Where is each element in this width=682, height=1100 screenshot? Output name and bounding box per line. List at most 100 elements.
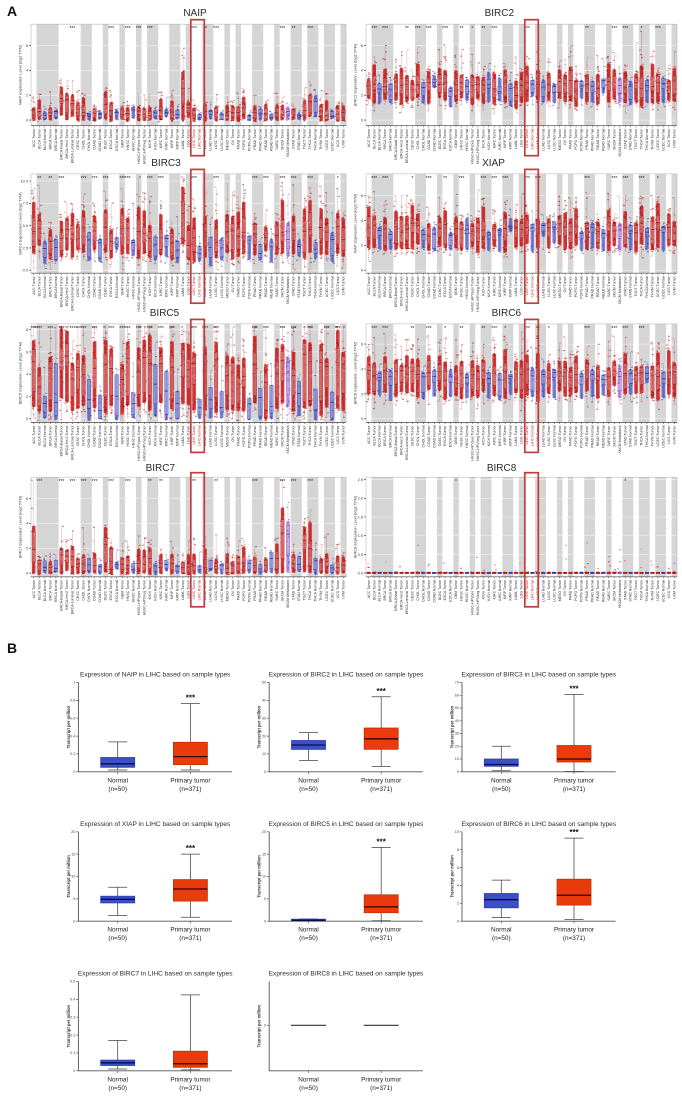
svg-text:PCPG Tumor: PCPG Tumor [574,579,578,601]
svg-text:LAML Tumor: LAML Tumor [181,425,185,446]
svg-text:0: 0 [457,919,459,923]
svg-text:PAAD Tumor: PAAD Tumor [569,579,573,600]
svg-text:PAAD Tumor: PAAD Tumor [569,275,573,296]
svg-text:KIRC Normal: KIRC Normal [498,128,502,149]
svg-text:UCS Tumor: UCS Tumor [336,579,340,598]
svg-text:THYM Tumor: THYM Tumor [651,128,655,150]
svg-text:CHOL Normal: CHOL Normal [421,276,425,298]
svg-text:LGG Tumor: LGG Tumor [520,275,524,294]
svg-text:BLCA Tumor: BLCA Tumor [372,275,376,296]
svg-text:BRCA Tumor: BRCA Tumor [48,275,52,297]
svg-text:***: *** [75,326,81,332]
svg-text:THCA Tumor: THCA Tumor [640,128,644,149]
svg-text:KIRP Normal: KIRP Normal [509,276,513,297]
svg-text:OV Tumor: OV Tumor [563,128,567,145]
svg-text:BLCA Tumor: BLCA Tumor [372,128,376,149]
svg-text:**: ** [48,176,52,182]
svg-text:LUSC Normal: LUSC Normal [552,276,556,298]
svg-text:CHOL Tumor: CHOL Tumor [82,579,86,601]
svg-text:Primary tumor: Primary tumor [361,927,402,934]
svg-text:PRAD Tumor: PRAD Tumor [585,425,589,447]
svg-text:PRAD Tumor: PRAD Tumor [253,128,257,150]
svg-text:PRAD Tumor: PRAD Tumor [253,425,257,447]
svg-text:READ Normal: READ Normal [270,128,274,150]
svg-text:(n=50): (n=50) [492,786,511,793]
svg-text:0: 0 [264,919,266,923]
svg-text:TGCT Tumor: TGCT Tumor [303,425,307,446]
svg-text:COAD Tumor: COAD Tumor [93,128,97,150]
svg-text:6: 6 [26,349,29,354]
svg-text:KICH Normal: KICH Normal [153,425,157,446]
svg-text:COAD Normal: COAD Normal [98,580,102,603]
svg-text:ESCA Normal: ESCA Normal [449,580,453,602]
svg-text:**: ** [481,26,485,32]
svg-text:***: *** [58,176,64,182]
svg-text:Primary tumor: Primary tumor [170,1076,211,1083]
svg-text:COAD Tumor: COAD Tumor [93,579,97,601]
svg-text:***: *** [611,326,617,332]
svg-text:15: 15 [71,852,75,856]
svg-text:CHOL Normal: CHOL Normal [87,128,91,150]
svg-text:BRCA-Her2 Tumor: BRCA-Her2 Tumor [400,275,404,306]
svg-text:HNSC-HPVpos Tumor: HNSC-HPVpos Tumor [471,579,475,615]
svg-text:ESCA Tumor: ESCA Tumor [443,128,447,149]
svg-text:READ Tumor: READ Tumor [264,579,268,601]
svg-text:10: 10 [455,830,459,834]
svg-text:BRCA Normal: BRCA Normal [54,276,58,298]
svg-text:***: *** [213,176,219,182]
svg-text:SARC Tumor: SARC Tumor [607,425,611,447]
svg-text:KIRP Normal: KIRP Normal [509,425,513,446]
svg-text:BRCA-Basal Tumor: BRCA-Basal Tumor [60,425,64,457]
svg-text:PCPG Tumor: PCPG Tumor [242,425,246,447]
svg-text:KIRP Normal: KIRP Normal [176,425,180,446]
svg-text:2.5: 2.5 [358,477,364,482]
svg-text:DLBC Tumor: DLBC Tumor [104,425,108,446]
svg-text:LIHC Normal: LIHC Normal [198,580,202,601]
svg-text:***: *** [36,326,42,332]
svg-text:PCPG Normal: PCPG Normal [247,580,251,603]
svg-text:HNSC-HPVpos Tumor: HNSC-HPVpos Tumor [471,425,475,461]
svg-text:4: 4 [26,521,29,526]
svg-text:KIRC Normal: KIRC Normal [165,276,169,297]
svg-text:LUAD Tumor: LUAD Tumor [203,128,207,149]
svg-text:Expression of BIRC8 in LIHC ba: Expression of BIRC8 in LIHC based on sam… [269,971,424,978]
svg-text:2: 2 [361,391,364,396]
svg-text:BRCA-Luminal Tumor: BRCA-Luminal Tumor [71,425,75,460]
svg-text:READ Normal: READ Normal [601,276,605,298]
svg-text:KICH Normal: KICH Normal [153,580,157,601]
svg-text:***: *** [491,26,497,32]
svg-text:UVM Tumor: UVM Tumor [341,425,345,445]
svg-text:LUSC Tumor: LUSC Tumor [214,128,218,149]
svg-text:0.0: 0.0 [23,268,29,273]
svg-text:LUAD Normal: LUAD Normal [541,129,545,151]
svg-text:THYM Tumor: THYM Tumor [651,275,655,297]
svg-text:HNSC Normal: HNSC Normal [131,276,135,299]
svg-text:BIRC5 Expression Level (log2 T: BIRC5 Expression Level (log2 TPM) [18,341,23,404]
svg-text:***: *** [125,176,131,182]
svg-text:READ Tumor: READ Tumor [264,128,268,150]
svg-text:UCS Tumor: UCS Tumor [667,275,671,294]
svg-text:Normal: Normal [107,1076,128,1083]
svg-text:Normal: Normal [298,927,319,934]
svg-text:BRCA-Basal Tumor: BRCA-Basal Tumor [394,128,398,160]
svg-text:THCA Tumor: THCA Tumor [308,128,312,149]
svg-text:A: A [7,3,17,19]
svg-text:0.8: 0.8 [70,699,75,703]
svg-text:8: 8 [26,327,29,332]
svg-text:PRAD Normal: PRAD Normal [258,128,262,150]
svg-text:SKCM Metastasis: SKCM Metastasis [286,276,290,304]
svg-text:MESO Tumor: MESO Tumor [225,425,229,447]
svg-text:UCEC Normal: UCEC Normal [662,276,666,299]
svg-text:UVM Tumor: UVM Tumor [341,128,345,148]
svg-text:***: *** [125,26,131,32]
svg-text:BRCA-Basal Tumor: BRCA-Basal Tumor [394,275,398,307]
svg-text:BIRC2: BIRC2 [485,8,515,19]
svg-text:Expression of XIAP in LIHC bas: Expression of XIAP in LIHC based on samp… [80,821,231,828]
svg-text:KIRC Tumor: KIRC Tumor [492,275,496,295]
svg-text:0.5: 0.5 [70,980,75,984]
svg-text:Transcript per million: Transcript per million [450,705,455,748]
svg-text:ACC Tumor: ACC Tumor [32,128,36,147]
svg-text:LUAD Normal: LUAD Normal [209,425,213,447]
svg-text:***: *** [213,326,219,332]
svg-text:***: *** [335,326,341,332]
